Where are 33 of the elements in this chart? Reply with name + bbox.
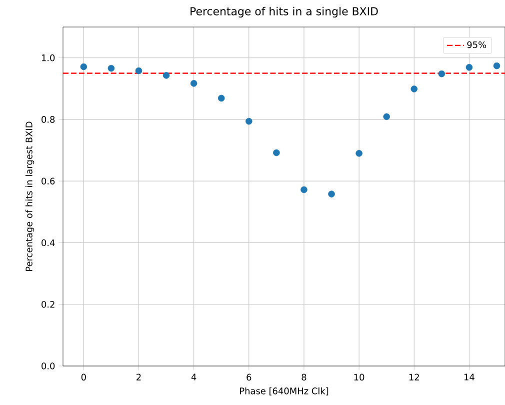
- x-tick-label: 4: [191, 374, 196, 380]
- point: [190, 80, 198, 87]
- point: [108, 64, 115, 72]
- x-tick-label: 6: [246, 374, 252, 381]
- point: [356, 150, 362, 157]
- y-tick-label: 0.4: [42, 239, 55, 246]
- x-axis-title: Phase [640MHz Clk]: [240, 387, 328, 396]
- point: [273, 149, 280, 156]
- x-tick-label: 0: [81, 374, 86, 381]
- x-tick-label: 8: [302, 374, 306, 381]
- point: [218, 94, 225, 102]
- y-tick-label: 0.2: [42, 300, 54, 308]
- x-tick-label: 12: [409, 374, 419, 380]
- x-tick-label: 14: [464, 374, 474, 380]
- point: [438, 70, 446, 78]
- y-tick-label: 0.6: [42, 178, 55, 184]
- y-tick-label: 1.0: [42, 54, 55, 62]
- point: [162, 72, 170, 79]
- chart-title: Percentage of hits in a single BXID: [190, 6, 378, 18]
- y-tick-label: 0.0: [42, 362, 55, 370]
- point: [383, 113, 390, 120]
- legend-label: 95%: [467, 41, 486, 48]
- point: [246, 118, 252, 125]
- point: [328, 190, 335, 198]
- x-tick-label: 10: [354, 374, 364, 381]
- point: [135, 67, 142, 74]
- point: [466, 64, 473, 71]
- y-tick-label: 0.8: [42, 116, 55, 123]
- x-tick-label: 2: [136, 374, 141, 380]
- point: [300, 186, 308, 194]
- point: [80, 63, 88, 70]
- point: [410, 86, 418, 92]
- y-axis-title: Percentage of hits in largest BXID: [25, 122, 34, 271]
